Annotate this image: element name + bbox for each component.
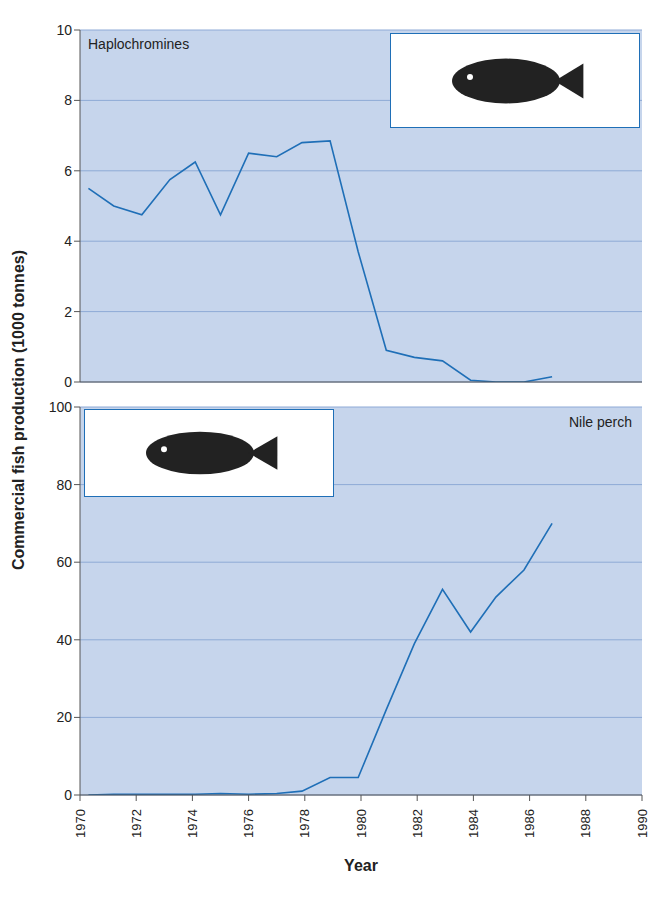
svg-text:1980: 1980 — [354, 809, 369, 838]
svg-text:0: 0 — [64, 374, 72, 390]
svg-text:Year: Year — [344, 857, 378, 874]
svg-text:1972: 1972 — [129, 809, 144, 838]
svg-text:1988: 1988 — [578, 809, 593, 838]
svg-text:2: 2 — [64, 304, 72, 320]
html-text:Haplochromines: Haplochromines — [88, 36, 190, 52]
svg-text:20: 20 — [56, 709, 72, 725]
svg-text:1970: 1970 — [73, 809, 88, 838]
svg-text:1986: 1986 — [522, 809, 537, 838]
svg-text:80: 80 — [56, 477, 72, 493]
svg-text:4: 4 — [64, 233, 72, 249]
svg-text:1984: 1984 — [466, 809, 481, 838]
svg-text:1978: 1978 — [297, 809, 312, 838]
svg-text:10: 10 — [56, 22, 72, 38]
svg-text:100: 100 — [49, 399, 73, 415]
svg-text:1974: 1974 — [185, 809, 200, 838]
svg-text:40: 40 — [56, 632, 72, 648]
svg-text:8: 8 — [64, 92, 72, 108]
html-text:Nile perch: Nile perch — [569, 414, 632, 430]
svg-text:6: 6 — [64, 163, 72, 179]
svg-text:1990: 1990 — [635, 809, 650, 838]
svg-text:1982: 1982 — [410, 809, 425, 838]
svg-text:1976: 1976 — [241, 809, 256, 838]
svg-text:60: 60 — [56, 554, 72, 570]
svg-text:0: 0 — [64, 787, 72, 803]
svg-text:Commercial fish production (10: Commercial fish production (1000 tonnes) — [10, 250, 27, 570]
